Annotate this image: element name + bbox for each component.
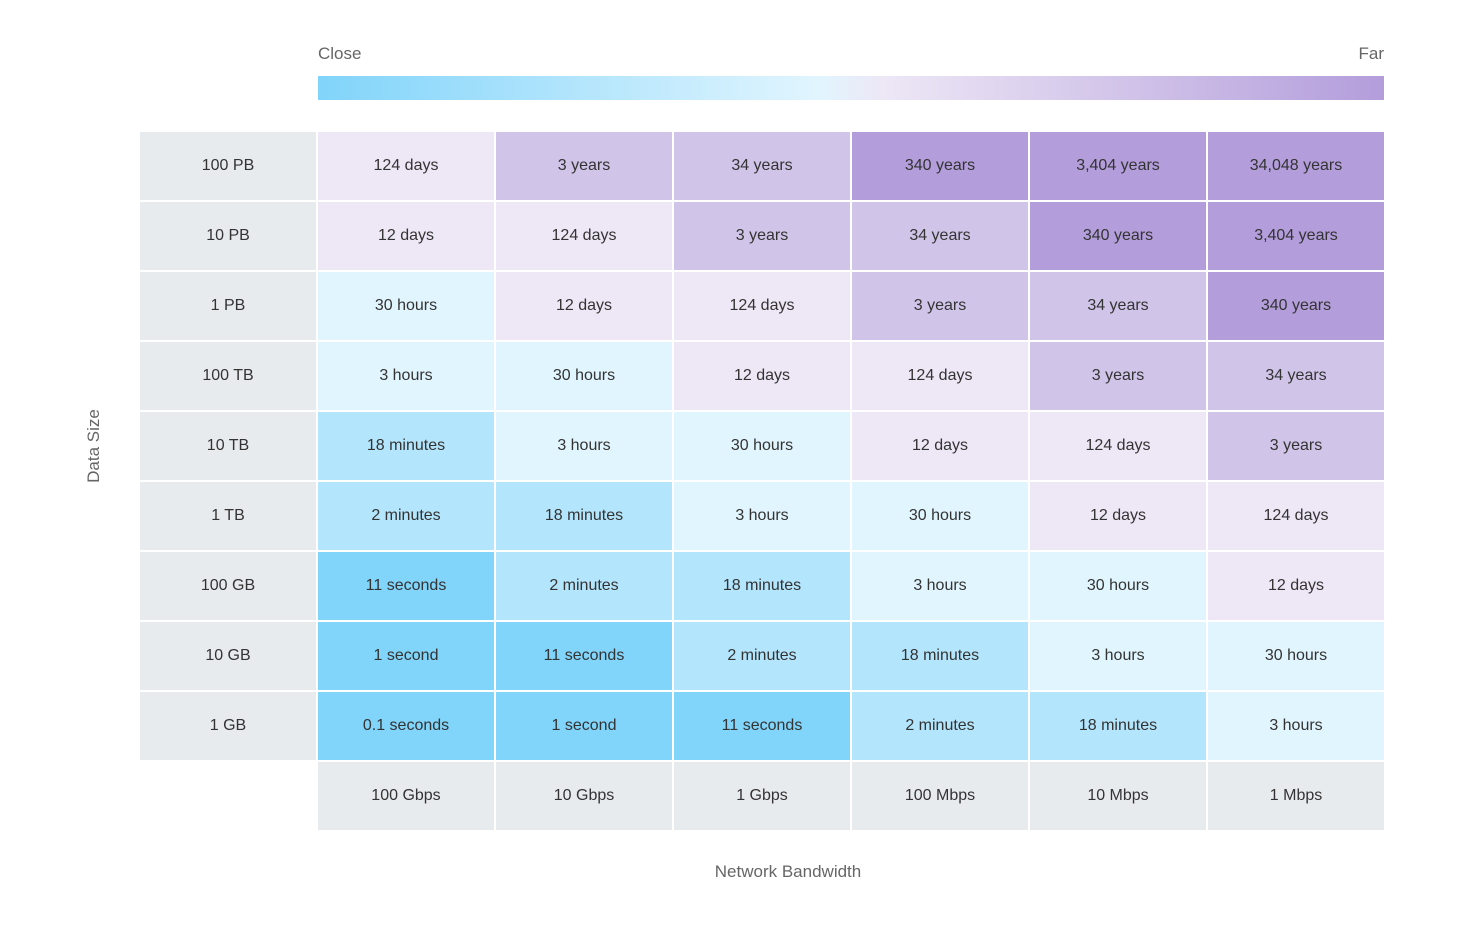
row-header: 10 TB bbox=[140, 412, 316, 480]
cell: 12 days bbox=[1030, 482, 1206, 550]
cell: 30 hours bbox=[1208, 622, 1384, 690]
y-axis-label: Data Size bbox=[84, 409, 103, 483]
cell: 30 hours bbox=[1030, 552, 1206, 620]
cell: 3 hours bbox=[496, 412, 672, 480]
legend-high: Far bbox=[1358, 44, 1385, 63]
cell: 3 years bbox=[852, 272, 1028, 340]
cell: 30 hours bbox=[674, 412, 850, 480]
cell: 34 years bbox=[852, 202, 1028, 270]
row-header: 1 PB bbox=[140, 272, 316, 340]
x-axis-label: Network Bandwidth bbox=[714, 862, 862, 881]
row-header: 100 TB bbox=[140, 342, 316, 410]
cell: 124 days bbox=[496, 202, 672, 270]
cell: 124 days bbox=[674, 272, 850, 340]
row-header: 10 GB bbox=[140, 622, 316, 690]
column-header: 1 Gbps bbox=[674, 762, 850, 830]
cell: 2 minutes bbox=[852, 692, 1028, 760]
cell: 18 minutes bbox=[674, 552, 850, 620]
cell: 3 hours bbox=[318, 342, 494, 410]
cell: 18 minutes bbox=[852, 622, 1028, 690]
column-header: 1 Mbps bbox=[1208, 762, 1384, 830]
column-header: 10 Mbps bbox=[1030, 762, 1206, 830]
cell: 340 years bbox=[1030, 202, 1206, 270]
cell: 34 years bbox=[1030, 272, 1206, 340]
cell: 30 hours bbox=[496, 342, 672, 410]
cell: 3,404 years bbox=[1208, 202, 1384, 270]
row-header: 10 PB bbox=[140, 202, 316, 270]
cell: 3 hours bbox=[674, 482, 850, 550]
row-header: 1 TB bbox=[140, 482, 316, 550]
column-header: 100 Mbps bbox=[852, 762, 1028, 830]
cell: 34 years bbox=[1208, 342, 1384, 410]
cell: 1 second bbox=[318, 622, 494, 690]
row-header: 1 GB bbox=[140, 692, 316, 760]
cell: 3 years bbox=[496, 132, 672, 200]
cell: 3 years bbox=[674, 202, 850, 270]
cell: 124 days bbox=[318, 132, 494, 200]
cell: 34,048 years bbox=[1208, 132, 1384, 200]
cell: 12 days bbox=[496, 272, 672, 340]
cell: 11 seconds bbox=[674, 692, 850, 760]
row-header: 100 PB bbox=[140, 132, 316, 200]
cell: 18 minutes bbox=[318, 412, 494, 480]
cell: 12 days bbox=[318, 202, 494, 270]
cell: 18 minutes bbox=[1030, 692, 1206, 760]
cell: 124 days bbox=[1030, 412, 1206, 480]
cell: 3,404 years bbox=[1030, 132, 1206, 200]
cell: 3 hours bbox=[852, 552, 1028, 620]
cell: 340 years bbox=[1208, 272, 1384, 340]
cell: 0.1 seconds bbox=[318, 692, 494, 760]
cell: 2 minutes bbox=[496, 552, 672, 620]
cell: 3 years bbox=[1030, 342, 1206, 410]
row-header: 100 GB bbox=[140, 552, 316, 620]
cell: 2 minutes bbox=[318, 482, 494, 550]
cell: 34 years bbox=[674, 132, 850, 200]
cell: 11 seconds bbox=[496, 622, 672, 690]
cell: 1 second bbox=[496, 692, 672, 760]
cell: 12 days bbox=[674, 342, 850, 410]
cell: 12 days bbox=[1208, 552, 1384, 620]
column-header: 100 Gbps bbox=[318, 762, 494, 830]
column-header: 10 Gbps bbox=[496, 762, 672, 830]
cell: 3 hours bbox=[1030, 622, 1206, 690]
cell: 124 days bbox=[1208, 482, 1384, 550]
cell: 3 hours bbox=[1208, 692, 1384, 760]
cell: 124 days bbox=[852, 342, 1028, 410]
cell: 2 minutes bbox=[674, 622, 850, 690]
cell: 3 years bbox=[1208, 412, 1384, 480]
legend-gradient bbox=[318, 76, 1384, 100]
cell: 30 hours bbox=[852, 482, 1028, 550]
cell: 18 minutes bbox=[496, 482, 672, 550]
legend-low: Close bbox=[318, 44, 362, 63]
cell: 11 seconds bbox=[318, 552, 494, 620]
cell: 30 hours bbox=[318, 272, 494, 340]
cell: 340 years bbox=[852, 132, 1028, 200]
cell: 12 days bbox=[852, 412, 1028, 480]
